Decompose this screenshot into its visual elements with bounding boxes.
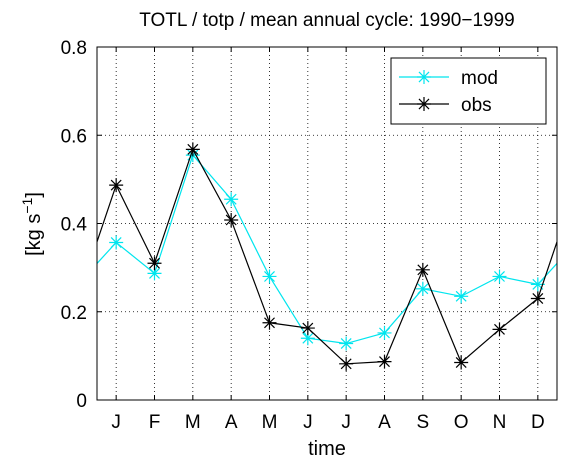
legend-box [390, 57, 547, 125]
marker [454, 355, 469, 370]
marker [415, 281, 430, 296]
legend-marker [417, 97, 431, 111]
x-tick-label: J [303, 412, 313, 433]
marker [109, 235, 124, 250]
wrap-line [96, 184, 117, 243]
marker [454, 289, 469, 304]
chart-title: TOTL / totp / mean annual cycle: 1990−19… [139, 10, 515, 31]
y-tick-label: 0 [76, 391, 87, 412]
wrap-line [537, 241, 558, 299]
marker [147, 266, 162, 281]
series [96, 148, 558, 351]
legend-marker [417, 70, 431, 84]
marker [377, 354, 392, 369]
y-label-exponent: −1 [19, 197, 35, 213]
x-tick-label: A [225, 412, 238, 433]
marker [339, 336, 354, 351]
marker [262, 315, 277, 330]
x-tick-label: J [111, 412, 121, 433]
y-label-text: [kg s [23, 214, 45, 256]
x-tick-label: F [149, 412, 161, 433]
x-tick-label: M [262, 412, 278, 433]
legend-label: mod [461, 68, 498, 89]
marker [109, 178, 124, 193]
line [115, 153, 538, 345]
x-axis-label: time [308, 438, 346, 460]
x-tick-label: M [185, 412, 201, 433]
x-tick-label: D [531, 412, 545, 433]
marker [224, 192, 239, 207]
x-tick-label: S [416, 412, 429, 433]
y-label-close: ] [23, 192, 45, 198]
y-tick-label: 0.8 [61, 38, 87, 59]
x-tick-label: A [378, 412, 391, 433]
marker [185, 142, 200, 157]
y-tick-label: 0.4 [61, 215, 88, 236]
marker [300, 331, 315, 346]
marker [147, 256, 162, 271]
x-tick-label: J [341, 412, 351, 433]
x-tick-label: O [454, 412, 469, 433]
marker [492, 322, 507, 337]
legend-label: obs [461, 95, 492, 116]
marker [339, 356, 354, 371]
y-tick-label: 0.2 [61, 303, 87, 324]
series [96, 142, 558, 371]
marker [530, 291, 545, 306]
marker [377, 325, 392, 340]
line [115, 147, 539, 365]
marker [492, 269, 507, 284]
x-tick-label: N [493, 412, 507, 433]
marker [530, 277, 545, 292]
y-tick-label: 0.6 [61, 126, 87, 147]
marker [300, 321, 315, 336]
plot-frame [96, 46, 558, 401]
y-axis-label: [kg s−1] [19, 192, 45, 256]
marker [415, 262, 430, 277]
marker [262, 269, 277, 284]
marker [224, 212, 239, 227]
